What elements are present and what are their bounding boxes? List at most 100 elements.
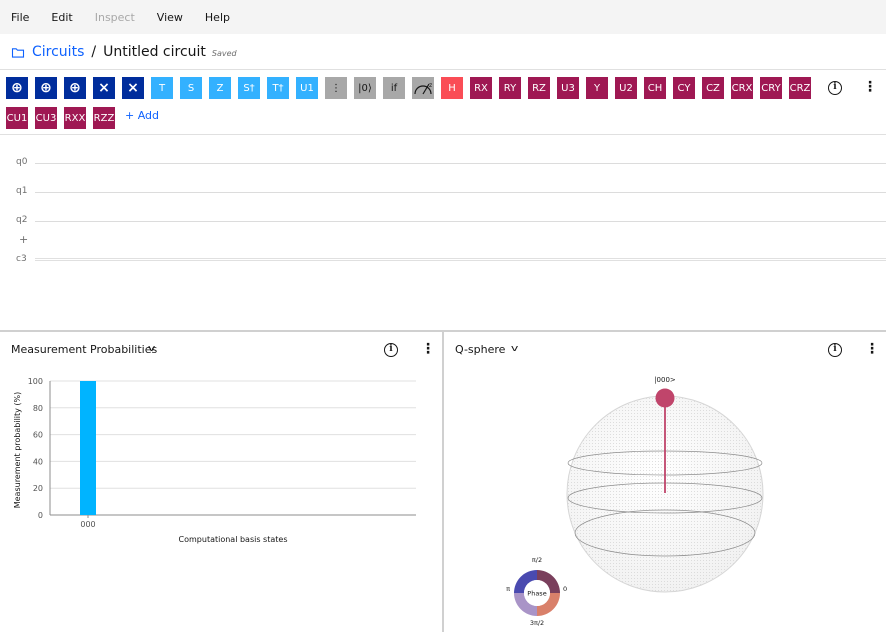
- gate-u3-button[interactable]: U3: [557, 77, 579, 99]
- gate-label: |0⟩: [358, 82, 372, 94]
- gate-cry-button[interactable]: CRY: [760, 77, 782, 99]
- qubit-wire-q0[interactable]: [35, 163, 886, 164]
- gate-label: CH: [647, 82, 663, 94]
- phase-right-label: 0: [563, 585, 567, 593]
- gate-y-button[interactable]: Y: [586, 77, 608, 99]
- y-tick-label: 60: [33, 431, 43, 440]
- gate-label: T: [158, 82, 166, 94]
- menu-help[interactable]: Help: [204, 10, 230, 24]
- gate-label: H: [448, 82, 456, 94]
- gate-label: S†: [243, 82, 255, 94]
- y-tick-label: 80: [33, 404, 43, 413]
- gate-label: U3: [561, 82, 575, 94]
- gate-swap-button[interactable]: ×: [93, 77, 115, 99]
- gate-label: CU1: [6, 112, 28, 124]
- gate-cu1-button[interactable]: CU1: [6, 107, 28, 129]
- overflow-menu-icon[interactable]: ⋮: [863, 79, 877, 95]
- gate-cu3-button[interactable]: CU3: [35, 107, 57, 129]
- gate-u1-button[interactable]: U1: [296, 77, 318, 99]
- gate-label: CY: [677, 82, 691, 94]
- gate-cz-button[interactable]: CZ: [702, 77, 724, 99]
- controlled-swap-icon: ×: [127, 80, 139, 96]
- gate-ch-button[interactable]: CH: [644, 77, 666, 99]
- gate-rx-button[interactable]: RX: [470, 77, 492, 99]
- gate-s-button[interactable]: S†: [238, 77, 260, 99]
- gate-crx-button[interactable]: CRX: [731, 77, 753, 99]
- gate-s-button[interactable]: S: [180, 77, 202, 99]
- divider: [0, 134, 886, 135]
- x-axis-label: Computational basis states: [179, 535, 288, 544]
- gate-if-button[interactable]: if: [383, 77, 405, 99]
- gate-controlled-swap-button[interactable]: ×: [122, 77, 144, 99]
- save-status: Saved: [211, 49, 237, 58]
- gate-toffoli-button[interactable]: ⊕: [64, 77, 86, 99]
- gate-cy-button[interactable]: CY: [673, 77, 695, 99]
- breadcrumb-circuits-link[interactable]: Circuits: [32, 44, 85, 60]
- gate-label: RY: [503, 82, 517, 94]
- gate-label: RXX: [64, 112, 86, 124]
- gate-rz-button[interactable]: RZ: [528, 77, 550, 99]
- latitude-ring: [574, 509, 756, 557]
- y-axis-label: Measurement probability (%): [13, 392, 22, 509]
- breadcrumb-separator: /: [91, 44, 97, 60]
- gate-u2-button[interactable]: U2: [615, 77, 637, 99]
- state-point[interactable]: [655, 388, 675, 408]
- add-gate-button[interactable]: + Add: [125, 109, 160, 122]
- phase-center-label: Phase: [527, 590, 546, 598]
- menu-view[interactable]: View: [156, 10, 183, 24]
- classical-wire[interactable]: [35, 258, 886, 261]
- overflow-menu-icon[interactable]: ⋮: [421, 341, 435, 357]
- gate-measure-button[interactable]: z: [412, 77, 434, 99]
- info-icon[interactable]: i: [828, 343, 842, 357]
- phase-legend: Phase π/2 π 0 3π/2: [506, 556, 567, 627]
- state-label: |000>: [654, 376, 676, 384]
- add-qubit-button[interactable]: +: [19, 233, 29, 246]
- gate-label: RX: [474, 82, 488, 94]
- cnot-icon: ⊕: [40, 80, 52, 96]
- qubit-wire-q2[interactable]: [35, 221, 886, 222]
- menu-bar: File Edit Inspect View Help: [0, 0, 886, 34]
- chevron-down-icon[interactable]: v: [510, 344, 519, 354]
- info-icon[interactable]: i: [828, 81, 842, 95]
- gate-label: T†: [272, 82, 284, 94]
- gate-rzz-button[interactable]: RZZ: [93, 107, 115, 129]
- gate-z-button[interactable]: Z: [209, 77, 231, 99]
- gate-label: Z: [216, 82, 224, 94]
- qubit-label-q0: q0: [16, 157, 28, 167]
- overflow-menu-icon[interactable]: ⋮: [865, 341, 879, 357]
- gate-cnot-button[interactable]: ⊕: [35, 77, 57, 99]
- qubit-wire-q1[interactable]: [35, 192, 886, 193]
- menu-inspect[interactable]: Inspect: [94, 10, 135, 24]
- classical-register-label: c3: [16, 254, 27, 264]
- y-tick-label: 20: [33, 484, 43, 493]
- gate-label: U2: [619, 82, 633, 94]
- menu-edit[interactable]: Edit: [51, 10, 73, 24]
- gate-0-button[interactable]: |0⟩: [354, 77, 376, 99]
- divider: [0, 330, 886, 332]
- gate-rxx-button[interactable]: RXX: [64, 107, 86, 129]
- qubit-label-q1: q1: [16, 186, 28, 196]
- qsphere-visual: |000> Phase π/2 π 0 3π/2: [506, 376, 764, 627]
- gate-label: CRZ: [789, 82, 811, 94]
- gate-label: CU3: [35, 112, 57, 124]
- gate-label: if: [390, 82, 398, 94]
- measure-icon: z: [414, 82, 432, 95]
- chevron-down-icon[interactable]: v: [147, 344, 156, 354]
- gate-ry-button[interactable]: RY: [499, 77, 521, 99]
- gate-t-button[interactable]: T†: [267, 77, 289, 99]
- qsphere-panel-title: Q-sphere: [455, 343, 506, 356]
- menu-file[interactable]: File: [11, 10, 30, 24]
- gate-t-button[interactable]: T: [151, 77, 173, 99]
- gate-label: RZZ: [93, 112, 115, 124]
- phase-bottom-label: 3π/2: [530, 619, 544, 627]
- breadcrumb: Circuits / Untitled circuit Saved: [11, 42, 237, 62]
- probabilities-panel: [0, 332, 442, 632]
- probabilities-panel-title: Measurement Probabilities: [11, 343, 158, 356]
- gate-cnot-target-button[interactable]: ⊕: [6, 77, 28, 99]
- info-icon[interactable]: i: [384, 343, 398, 357]
- gate-crz-button[interactable]: CRZ: [789, 77, 811, 99]
- circuit-title[interactable]: Untitled circuit: [103, 44, 206, 60]
- divider: [0, 69, 886, 70]
- gate-barrier-button[interactable]: ⋮: [325, 77, 347, 99]
- gate-h-button[interactable]: H: [441, 77, 463, 99]
